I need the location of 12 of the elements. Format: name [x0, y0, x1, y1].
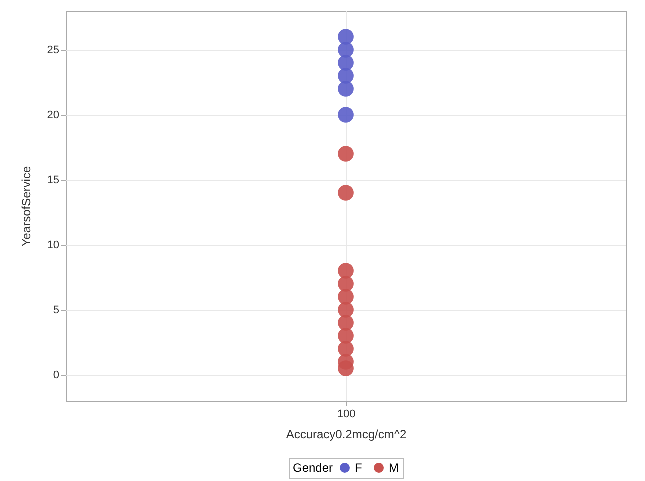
- y-tick-label: 15: [47, 174, 60, 186]
- x-axis-title: Accuracy0.2mcg/cm^2: [286, 428, 407, 442]
- y-tick-label: 5: [53, 304, 60, 316]
- legend-title: Gender: [293, 461, 334, 475]
- x-tick-label: 100: [337, 408, 356, 420]
- y-axis-title: YearsofService: [19, 166, 34, 247]
- y-tick-label: 0: [53, 370, 60, 382]
- legend-label: F: [355, 461, 362, 475]
- y-tick-label: 25: [47, 44, 60, 56]
- y-tick-label: 20: [47, 110, 60, 122]
- y-tick-label: 10: [47, 240, 60, 252]
- legend-label: M: [389, 461, 399, 475]
